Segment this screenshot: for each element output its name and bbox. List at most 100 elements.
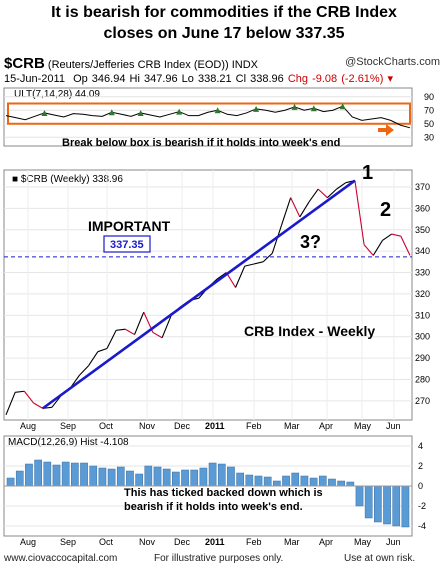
- macd-hist-bar: [172, 471, 180, 487]
- symbol: $CRB: [4, 55, 45, 72]
- ult-peak-marker: [291, 103, 298, 110]
- box-note: Break below box is bearish if it holds i…: [62, 137, 340, 149]
- important-label: IMPORTANT: [88, 218, 171, 234]
- macd-x-tick-label: Dec: [174, 537, 191, 547]
- macd-x-tick-label: Oct: [99, 537, 114, 547]
- marker-1: 1: [362, 162, 373, 184]
- price-tick-label: 300: [415, 332, 430, 342]
- macd-hist-bar: [392, 485, 401, 527]
- macd-hist-bar: [89, 465, 98, 487]
- macd-hist-bar: [34, 459, 42, 487]
- price-tick-label: 270: [415, 396, 430, 406]
- price-segment: [15, 390, 25, 393]
- support-value-box: [103, 235, 151, 253]
- ult-peak-marker: [176, 108, 183, 115]
- macd-hist-bar: [282, 475, 290, 487]
- macd-hist-bar: [401, 485, 410, 528]
- price-segment: [382, 233, 392, 241]
- support-value: 337.35: [110, 239, 144, 251]
- orange-arrow-icon: [378, 124, 394, 136]
- headline-line-2: closes on June 17 below 337.35: [103, 25, 345, 42]
- macd-hist-bar: [383, 485, 391, 525]
- macd-hist-bar: [181, 469, 189, 487]
- price-tick-label: 290: [415, 353, 430, 363]
- ult-tick-label: 30: [424, 132, 434, 142]
- macd-hist-bar: [15, 470, 24, 487]
- macd-note-2: bearish if it holds into week's end.: [124, 501, 303, 513]
- price-tick-label: 330: [415, 268, 430, 278]
- price-panel: ■ $CRB (Weekly) 338.96 27028029030031032…: [3, 162, 430, 431]
- price-tick-label: 370: [415, 182, 430, 192]
- price-segment: [262, 252, 273, 263]
- price-tick-label: 340: [415, 246, 430, 256]
- quote-change: Chg -9.08 (-2.61%): [287, 73, 384, 85]
- price-segment: [354, 180, 365, 245]
- ult-peak-marker: [137, 109, 144, 116]
- macd-hist-bar: [6, 477, 15, 487]
- symbol-line: $CRB (Reuters/Jefferies CRB Index (EOD))…: [4, 55, 258, 72]
- x-tick-label: 2011: [205, 421, 225, 431]
- price-segment: [253, 261, 264, 265]
- price-segment: [400, 235, 411, 256]
- macd-hist-bar: [153, 466, 162, 487]
- price-segment: [244, 263, 255, 267]
- price-segment: [336, 182, 347, 190]
- down-arrow-icon: ▾: [387, 73, 393, 85]
- macd-hist-bar: [162, 468, 171, 487]
- price-segment: [161, 315, 172, 338]
- quote-date: 15-Jun-2011: [4, 73, 65, 85]
- macd-hist-bar: [107, 468, 116, 487]
- macd-x-tick-label: May: [354, 537, 372, 547]
- macd-hist-bar: [245, 474, 254, 487]
- macd-hist-bar: [80, 462, 88, 487]
- macd-tick-label: -2: [418, 501, 426, 511]
- macd-hist-bar: [126, 470, 134, 487]
- price-segment: [290, 197, 301, 218]
- macd-note-1: This has ticked backed down which is: [124, 487, 323, 499]
- x-tick-label: Apr: [319, 421, 333, 431]
- macd-x-tick-label: Feb: [246, 537, 262, 547]
- price-segment: [326, 188, 337, 199]
- macd-hist-bar: [61, 461, 70, 487]
- stockcharts-logo: @StockCharts.com: [345, 56, 440, 68]
- macd-hist-bar: [236, 472, 244, 487]
- price-tick-label: 280: [415, 374, 430, 384]
- macd-hist-bar: [291, 472, 300, 487]
- price-segment: [79, 365, 90, 376]
- x-tick-label: Jun: [386, 421, 401, 431]
- quote-line: 15-Jun-2011 Op 346.94 Hi 347.96 Lo 338.2…: [4, 72, 393, 85]
- price-tick-label: 320: [415, 289, 430, 299]
- macd-hist-bar: [300, 475, 309, 487]
- price-tick-label: 360: [415, 203, 430, 213]
- macd-hist-bar: [144, 465, 153, 487]
- price-tick-label: 310: [415, 310, 430, 320]
- macd-tick-label: 0: [418, 481, 423, 491]
- price-segment: [391, 233, 401, 237]
- price-segment: [225, 272, 237, 288]
- ult-peak-marker: [214, 107, 221, 114]
- macd-title: MACD(12,26,9) Hist -4.108: [8, 437, 129, 448]
- index-name: (Reuters/Jefferies CRB Index (EOD)): [47, 59, 229, 71]
- price-segment: [125, 328, 135, 336]
- marker-3: 3?: [300, 232, 321, 252]
- x-tick-label: Feb: [246, 421, 262, 431]
- macd-hist-bar: [263, 476, 272, 487]
- chart-label: CRB Index - Weekly: [244, 323, 375, 339]
- price-tick-label: 350: [415, 225, 430, 235]
- macd-tick-label: 2: [418, 461, 423, 471]
- macd-hist-bar: [25, 463, 33, 487]
- macd-hist-bar: [346, 481, 355, 487]
- quote-close: Cl 338.96: [235, 73, 284, 85]
- price-segment: [88, 351, 99, 366]
- ult-tick-label: 70: [424, 105, 434, 115]
- quote-low: Lo 338.21: [181, 73, 232, 85]
- macd-hist-bar: [135, 473, 143, 487]
- macd-x-tick-label: Jun: [386, 537, 401, 547]
- macd-hist-bar: [116, 466, 125, 487]
- price-segment: [106, 330, 117, 349]
- price-segment: [308, 188, 319, 203]
- macd-hist-bar: [337, 480, 345, 487]
- x-tick-label: May: [354, 421, 372, 431]
- ult-peak-marker: [108, 109, 115, 116]
